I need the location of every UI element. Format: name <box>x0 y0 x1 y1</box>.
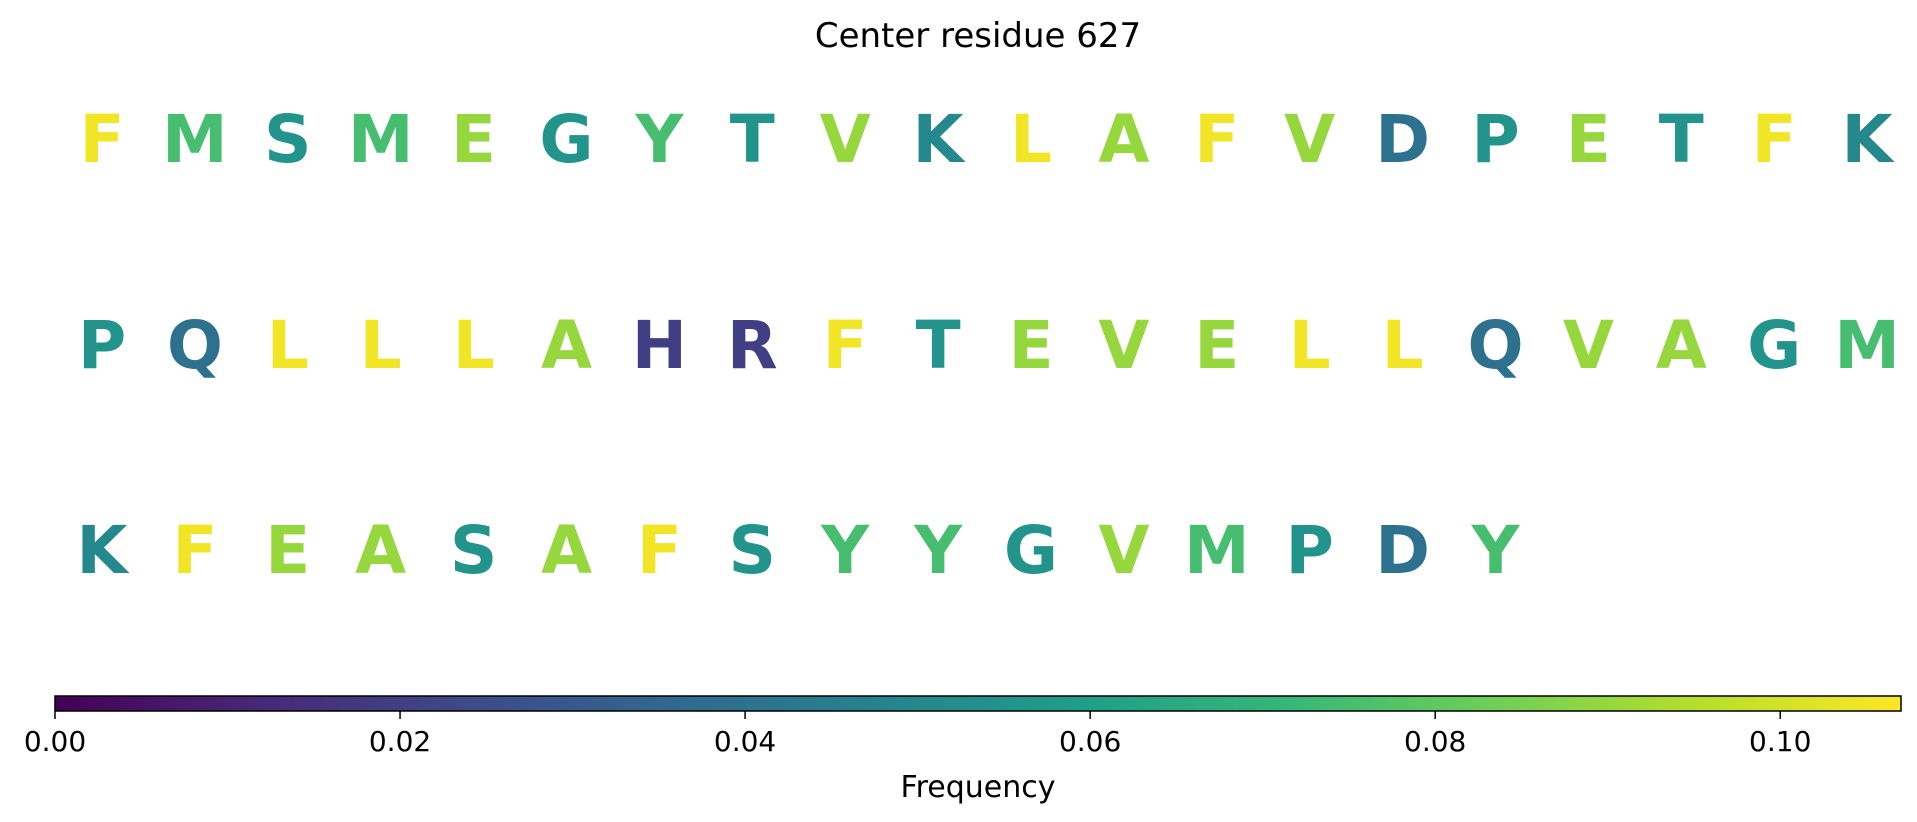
residue-letter: D <box>1375 512 1430 589</box>
colorbar-label: Frequency <box>901 770 1056 805</box>
colorbar-tick-label: 0.02 <box>369 725 431 758</box>
colorbar-bar <box>54 695 1902 712</box>
residue-letter: K <box>76 512 130 589</box>
residue-letter: M <box>348 101 414 178</box>
residue-letter: E <box>1566 101 1611 178</box>
residue-letter: H <box>632 307 687 384</box>
residue-letter: L <box>1289 307 1331 384</box>
residue-letter: L <box>1382 307 1424 384</box>
residue-letter: F <box>823 307 868 384</box>
residue-letter: M <box>1834 307 1900 384</box>
residue-letter: V <box>1563 307 1614 384</box>
residue-letter: P <box>1286 512 1334 589</box>
residue-letter: F <box>1752 101 1797 178</box>
residue-letter: G <box>1747 307 1801 384</box>
residue-letter: A <box>541 307 592 384</box>
residue-letter: T <box>916 307 961 384</box>
residue-letter: E <box>451 101 496 178</box>
residue-letter: F <box>637 512 682 589</box>
residue-letter: F <box>1194 101 1239 178</box>
residue-letter: P <box>78 307 126 384</box>
residue-letter: S <box>264 101 312 178</box>
colorbar: 0.00 0.02 0.04 0.06 0.08 0.10 Frequency <box>24 695 1902 805</box>
residue-letter: Q <box>1467 307 1523 384</box>
residue-letter: V <box>1098 307 1149 384</box>
residue-letter: A <box>1098 101 1149 178</box>
residue-letter: Y <box>1471 512 1521 589</box>
residue-letter: A <box>355 512 406 589</box>
residue-letter: S <box>729 512 777 589</box>
residue-letter: P <box>1471 101 1519 178</box>
residue-letter: G <box>1004 512 1058 589</box>
residue-letter: L <box>267 307 309 384</box>
residue-letter: Y <box>820 512 870 589</box>
colorbar-tick-label: 0.04 <box>714 725 776 758</box>
residue-letter: G <box>539 101 593 178</box>
residue-letter: V <box>820 101 871 178</box>
residue-letter: M <box>1184 512 1250 589</box>
residue-letter: Q <box>167 307 223 384</box>
residue-letter: L <box>453 307 495 384</box>
residue-letter: Y <box>635 101 685 178</box>
residue-letter: V <box>1098 512 1149 589</box>
residue-letter: V <box>1284 101 1335 178</box>
residue-letter: F <box>172 512 217 589</box>
residue-letter: E <box>1008 307 1053 384</box>
residue-letter: R <box>727 307 778 384</box>
residue-letter: E <box>265 512 310 589</box>
chart-title: Center residue 627 <box>815 16 1141 56</box>
colorbar-tick-label: 0.06 <box>1059 725 1121 758</box>
residue-letter: A <box>541 512 592 589</box>
residue-letter: L <box>1010 101 1052 178</box>
residue-letter: Y <box>913 512 963 589</box>
residue-letter: K <box>913 101 967 178</box>
residue-letter: T <box>1659 101 1704 178</box>
colorbar-tick-label: 0.10 <box>1749 725 1811 758</box>
residue-letter: T <box>730 101 775 178</box>
residue-letter: D <box>1375 101 1430 178</box>
residue-letter: K <box>1842 101 1896 178</box>
residue-letter: F <box>79 101 124 178</box>
colorbar-ticks: 0.00 0.02 0.04 0.06 0.08 0.10 <box>24 711 1811 758</box>
residue-letter: L <box>360 307 402 384</box>
residue-letter: S <box>450 512 498 589</box>
residue-grid: F M S M E G Y T V K L A F V D P E T F KP Q L L L A H R F T E V E L L Q V A G M… <box>76 101 1900 589</box>
residue-letter: M <box>162 101 228 178</box>
residue-letter: E <box>1194 307 1239 384</box>
colorbar-tick-label: 0.00 <box>24 725 86 758</box>
colorbar-tick-label: 0.08 <box>1404 725 1466 758</box>
residue-letter: A <box>1656 307 1707 384</box>
